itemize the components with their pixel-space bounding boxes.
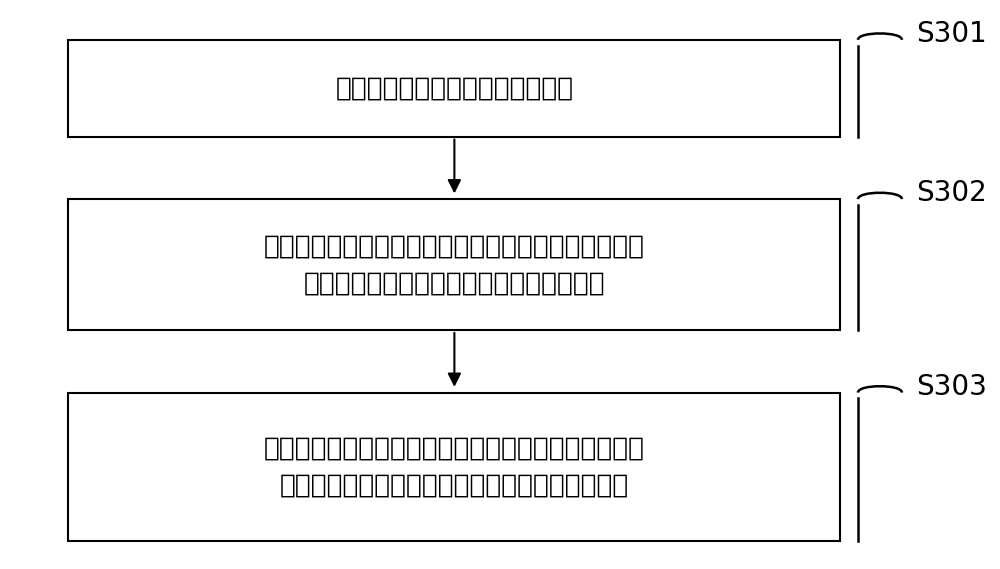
Text: 网络，并获取所述等效输电网络的有功功率: 网络，并获取所述等效输电网络的有功功率 bbox=[304, 270, 605, 296]
FancyBboxPatch shape bbox=[68, 199, 840, 330]
Text: 将所述等效开断线路与所述正常运行线路作为等效输电: 将所述等效开断线路与所述正常运行线路作为等效输电 bbox=[264, 233, 645, 259]
FancyBboxPatch shape bbox=[68, 40, 840, 137]
Text: 有功功率叠加，得到所述复合网络传输的有功功率: 有功功率叠加，得到所述复合网络传输的有功功率 bbox=[280, 472, 629, 498]
Text: S302: S302 bbox=[917, 179, 987, 208]
FancyBboxPatch shape bbox=[68, 393, 840, 541]
Text: 获取所述初始网络传输的有功功率: 获取所述初始网络传输的有功功率 bbox=[335, 75, 573, 101]
Text: S301: S301 bbox=[917, 20, 987, 48]
Text: 将所述初始网络传输的有功功率和所述等效输电网络的: 将所述初始网络传输的有功功率和所述等效输电网络的 bbox=[264, 435, 645, 461]
Text: S303: S303 bbox=[917, 373, 987, 401]
